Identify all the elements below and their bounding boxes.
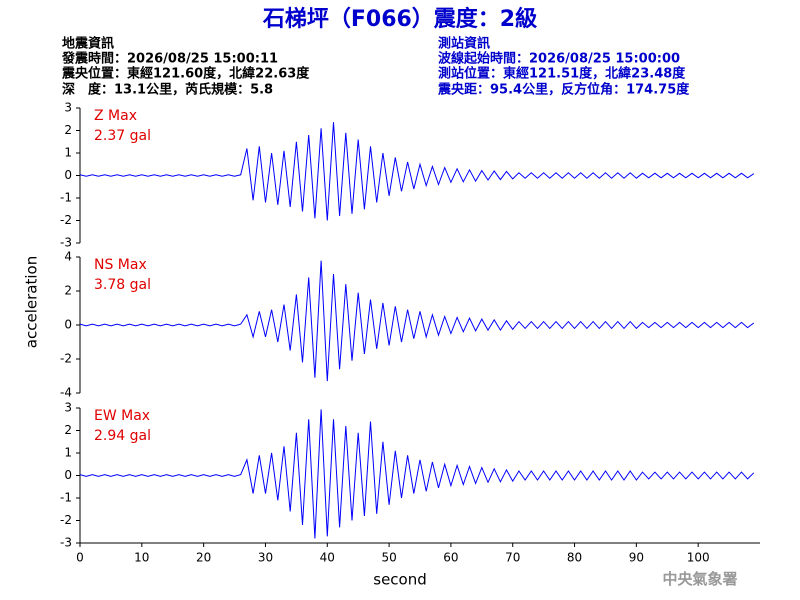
y-tick-label: 1 bbox=[64, 146, 72, 160]
x-axis-label: second bbox=[373, 571, 427, 589]
max-value-label: 2.94 gal bbox=[94, 428, 151, 444]
y-tick-label: -1 bbox=[60, 491, 72, 505]
y-tick-label: 0 bbox=[64, 318, 72, 332]
info-line: 地震資訊 bbox=[62, 36, 114, 52]
y-tick-label: 2 bbox=[64, 284, 72, 298]
y-tick-label: -4 bbox=[60, 386, 72, 400]
waveform bbox=[79, 409, 755, 539]
x-tick-label: 100 bbox=[687, 551, 710, 565]
x-tick-label: 90 bbox=[629, 551, 644, 565]
x-tick-label: 60 bbox=[443, 551, 458, 565]
max-value-label: 2.37 gal bbox=[94, 128, 151, 144]
y-tick-label: 0 bbox=[64, 468, 72, 482]
y-tick-label: -2 bbox=[60, 352, 72, 366]
title: 石梯坪（F066）震度：2級 bbox=[262, 6, 537, 32]
max-label: Z Max bbox=[94, 108, 137, 124]
x-tick-label: 70 bbox=[505, 551, 520, 565]
x-tick-label: 80 bbox=[567, 551, 582, 565]
info-line: 發震時間：2026/08/25 15:00:11 bbox=[61, 51, 278, 67]
y-tick-label: 4 bbox=[64, 250, 72, 264]
y-tick-label: -2 bbox=[60, 513, 72, 527]
x-tick-label: 20 bbox=[196, 551, 211, 565]
info-line: 震央位置：東經121.60度，北緯22.63度 bbox=[61, 66, 310, 82]
y-tick-label: -1 bbox=[60, 191, 72, 205]
y-axis-label: acceleration bbox=[23, 256, 41, 348]
info-line: 波線起始時間：2026/08/25 15:00:00 bbox=[438, 51, 680, 67]
y-tick-label: 3 bbox=[64, 101, 72, 115]
y-tick-label: -3 bbox=[60, 536, 72, 550]
y-tick-label: -2 bbox=[60, 213, 72, 227]
max-label: EW Max bbox=[94, 408, 150, 424]
y-tick-label: 1 bbox=[64, 446, 72, 460]
waveform bbox=[79, 260, 755, 382]
y-tick-label: 2 bbox=[64, 123, 72, 137]
x-tick-label: 10 bbox=[134, 551, 149, 565]
footer: 中央氣象署 bbox=[662, 570, 737, 588]
x-tick-label: 50 bbox=[381, 551, 396, 565]
x-tick-label: 0 bbox=[76, 551, 84, 565]
info-line: 測站資訊 bbox=[438, 36, 490, 52]
waveform bbox=[79, 122, 755, 221]
max-label: NS Max bbox=[94, 257, 147, 273]
y-tick-label: 3 bbox=[64, 401, 72, 415]
y-tick-label: -3 bbox=[60, 236, 72, 250]
info-line: 測站位置：東經121.51度，北緯23.48度 bbox=[438, 66, 686, 82]
info-line: 震央距：95.4公里，反方位角：174.75度 bbox=[437, 82, 690, 98]
y-tick-label: 0 bbox=[64, 168, 72, 182]
info-line: 深 度：13.1公里，芮氏規模：5.8 bbox=[62, 82, 273, 98]
x-tick-label: 40 bbox=[320, 551, 335, 565]
x-tick-label: 30 bbox=[258, 551, 273, 565]
max-value-label: 3.78 gal bbox=[94, 277, 151, 293]
y-tick-label: 2 bbox=[64, 423, 72, 437]
